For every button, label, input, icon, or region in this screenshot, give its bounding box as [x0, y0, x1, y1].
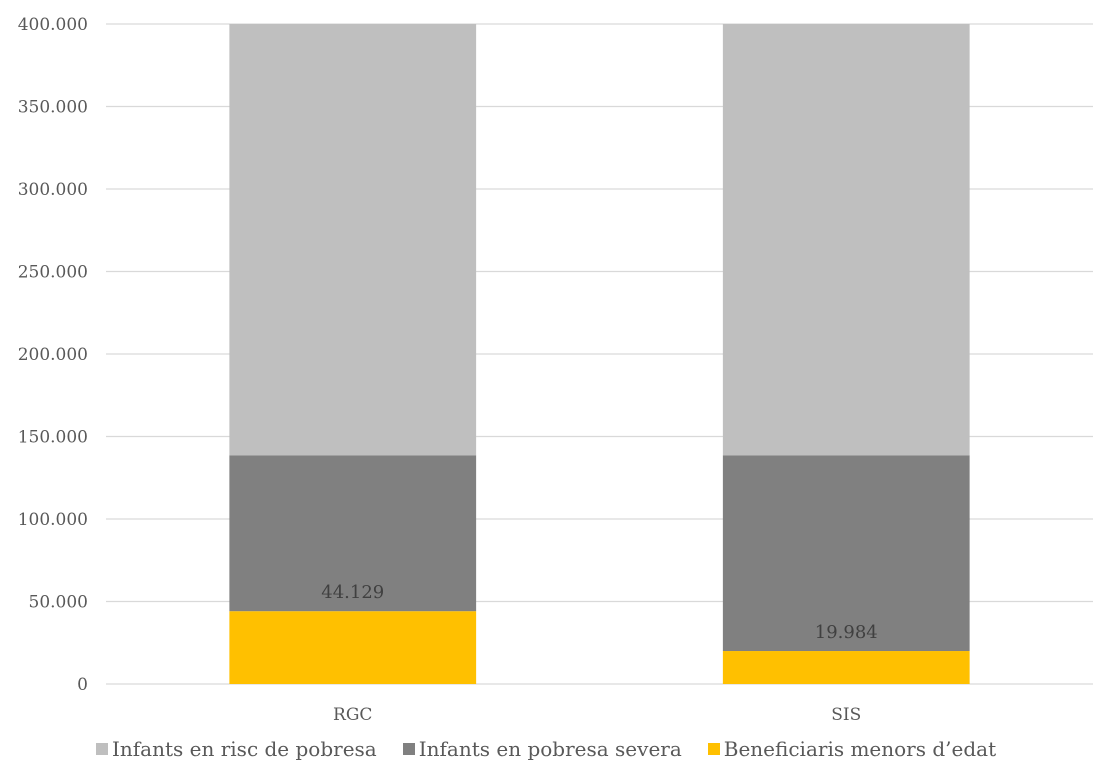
bars: [229, 24, 970, 684]
y-tick-label: 350.000: [18, 98, 88, 118]
x-axis-category-labels: RGC SIS: [333, 705, 861, 725]
legend-swatch: [402, 743, 415, 755]
stacked-bar-chart: 0 50.000 100.000 150.000 200.000 250.000 300.0…: [18, 15, 1093, 725]
legend-item: Beneficiaris menors d’edat: [707, 737, 997, 761]
x-category-label: RGC: [333, 705, 372, 725]
legend-swatch: [707, 743, 720, 755]
bar-segment: [722, 651, 970, 684]
bar-segment: [722, 455, 970, 652]
bar-segment: [229, 24, 477, 456]
y-tick-label: 100.000: [18, 510, 88, 530]
data-label: 19.984: [815, 622, 878, 643]
data-labels: 44.129 19.984: [321, 582, 877, 643]
legend-swatch: [96, 743, 108, 755]
bar-segment: [229, 611, 477, 684]
legend-item: Infants en risc de pobresa: [96, 737, 377, 761]
legend-label: Infants en pobresa severa: [418, 737, 682, 761]
y-tick-label: 300.000: [18, 180, 88, 200]
data-label: 44.129: [321, 582, 384, 603]
bar-segment: [722, 24, 970, 456]
y-tick-label: 150.000: [18, 428, 88, 448]
y-tick-label: 0: [77, 675, 88, 695]
y-axis-tick-labels: 0 50.000 100.000 150.000 200.000 250.000 300.0…: [18, 15, 88, 695]
y-tick-label: 50.000: [29, 593, 88, 613]
legend-item: Infants en pobresa severa: [402, 737, 682, 761]
legend-label: Infants en risc de pobresa: [112, 737, 377, 761]
y-tick-label: 400.000: [18, 15, 88, 35]
bar-segment: [229, 455, 477, 612]
y-tick-label: 200.000: [18, 345, 88, 365]
y-tick-label: 250.000: [18, 263, 88, 283]
legend: Infants en risc de pobresa Infants en pob…: [96, 737, 996, 761]
x-category-label: SIS: [831, 705, 861, 725]
legend-label: Beneficiaris menors d’edat: [723, 737, 997, 761]
